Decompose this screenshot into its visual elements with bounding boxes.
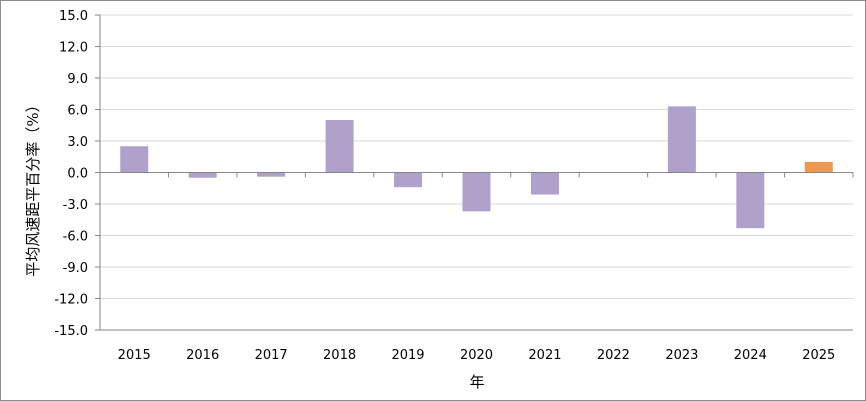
x-tick-label: 2025	[802, 348, 835, 363]
bar-2023	[667, 106, 696, 173]
axes	[99, 15, 854, 331]
y-tick-label: -15.0	[54, 324, 88, 339]
bar-2021	[530, 172, 559, 195]
y-axis-title: 平均风速距平百分率（%）	[24, 97, 42, 276]
x-tick-label: 2024	[734, 348, 767, 363]
bar-2019	[394, 172, 423, 188]
x-tick-label: 2015	[118, 348, 151, 363]
y-tick-label: -12.0	[54, 293, 88, 308]
y-tick-label: 0.0	[67, 167, 88, 182]
x-tick-label: 2022	[597, 348, 630, 363]
x-tick-label: 2019	[391, 348, 424, 363]
x-tick-label: 2023	[665, 348, 698, 363]
y-tick-label: 9.0	[67, 72, 88, 87]
y-tick-label: 12.0	[59, 41, 88, 56]
x-tick-label: 2016	[186, 348, 219, 363]
bar-2018	[325, 120, 354, 173]
bars	[120, 106, 833, 229]
y-tick-label: -3.0	[63, 198, 88, 213]
y-tick-label: -6.0	[63, 230, 88, 245]
y-tick-label: 15.0	[59, 9, 88, 24]
bar-2024	[736, 172, 765, 229]
x-tick-label: 2018	[323, 348, 356, 363]
x-tick-label: 2021	[528, 348, 561, 363]
y-tick-label: 3.0	[67, 135, 88, 150]
bar-2015	[120, 146, 149, 173]
x-axis-title: 年	[469, 373, 484, 391]
y-tick-label: -9.0	[63, 261, 88, 276]
bar-2016	[188, 172, 217, 178]
bar-2017	[257, 172, 286, 177]
bar-2020	[462, 172, 491, 212]
y-tick-labels: 15.0 12.0 9.0 6.0 3.0 0.0 -3.0 -6.0 -9.0 -12.0 -15…	[54, 9, 88, 339]
x-tick-labels: 2015 2016 2017 2018 2019 2020 2021 2022 2023 2024…	[118, 348, 836, 363]
x-tick-label: 2017	[255, 348, 288, 363]
y-tick-label: 6.0	[67, 104, 88, 119]
x-tick-label: 2020	[460, 348, 493, 363]
bar-2025	[804, 162, 833, 173]
